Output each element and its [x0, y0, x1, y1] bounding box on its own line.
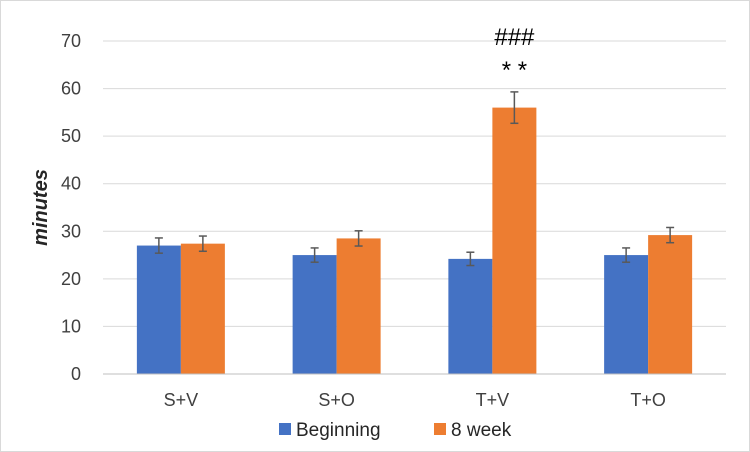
x-tick-label: T+V: [476, 390, 510, 410]
y-axis-label: minutes: [30, 169, 52, 246]
bar-s-o-8-week: [336, 238, 381, 374]
bar-t-v-8-week: [492, 107, 537, 374]
y-tick-label: 0: [71, 364, 81, 384]
legend-label: Beginning: [296, 420, 381, 441]
error-bars: [154, 91, 675, 267]
annotations: ### * *: [494, 24, 535, 84]
bar-t-o-beginning: [604, 255, 649, 374]
bars: [136, 107, 693, 374]
legend-label: 8 week: [451, 420, 512, 441]
y-tick-label: 40: [61, 174, 81, 194]
bar-t-v-beginning: [448, 258, 493, 374]
legend: Beginning 8 week: [279, 420, 512, 441]
y-tick-label: 60: [61, 79, 81, 99]
x-tick-label: S+V: [164, 390, 199, 410]
significance-annotation: ###: [494, 24, 535, 51]
x-tick-label: S+O: [318, 390, 355, 410]
y-tick-label: 20: [61, 269, 81, 289]
y-tick-label: 50: [61, 126, 81, 146]
x-tick-labels: S+V S+O T+V T+O: [164, 390, 666, 410]
y-tick-label: 30: [61, 221, 81, 241]
bar-s-o-beginning: [292, 255, 337, 374]
y-tick-label: 70: [61, 31, 81, 51]
bar-s-v-8-week: [180, 243, 225, 374]
bar-t-o-8-week: [648, 235, 693, 374]
x-tick-label: T+O: [630, 390, 666, 410]
significance-annotation: * *: [502, 57, 527, 84]
y-tick-labels: 0 10 20 30 40 50 60 70: [61, 31, 81, 384]
y-tick-label: 10: [61, 316, 81, 336]
bar-s-v-beginning: [136, 245, 181, 374]
legend-swatch-8-week: [434, 423, 446, 435]
legend-swatch-beginning: [279, 423, 291, 435]
